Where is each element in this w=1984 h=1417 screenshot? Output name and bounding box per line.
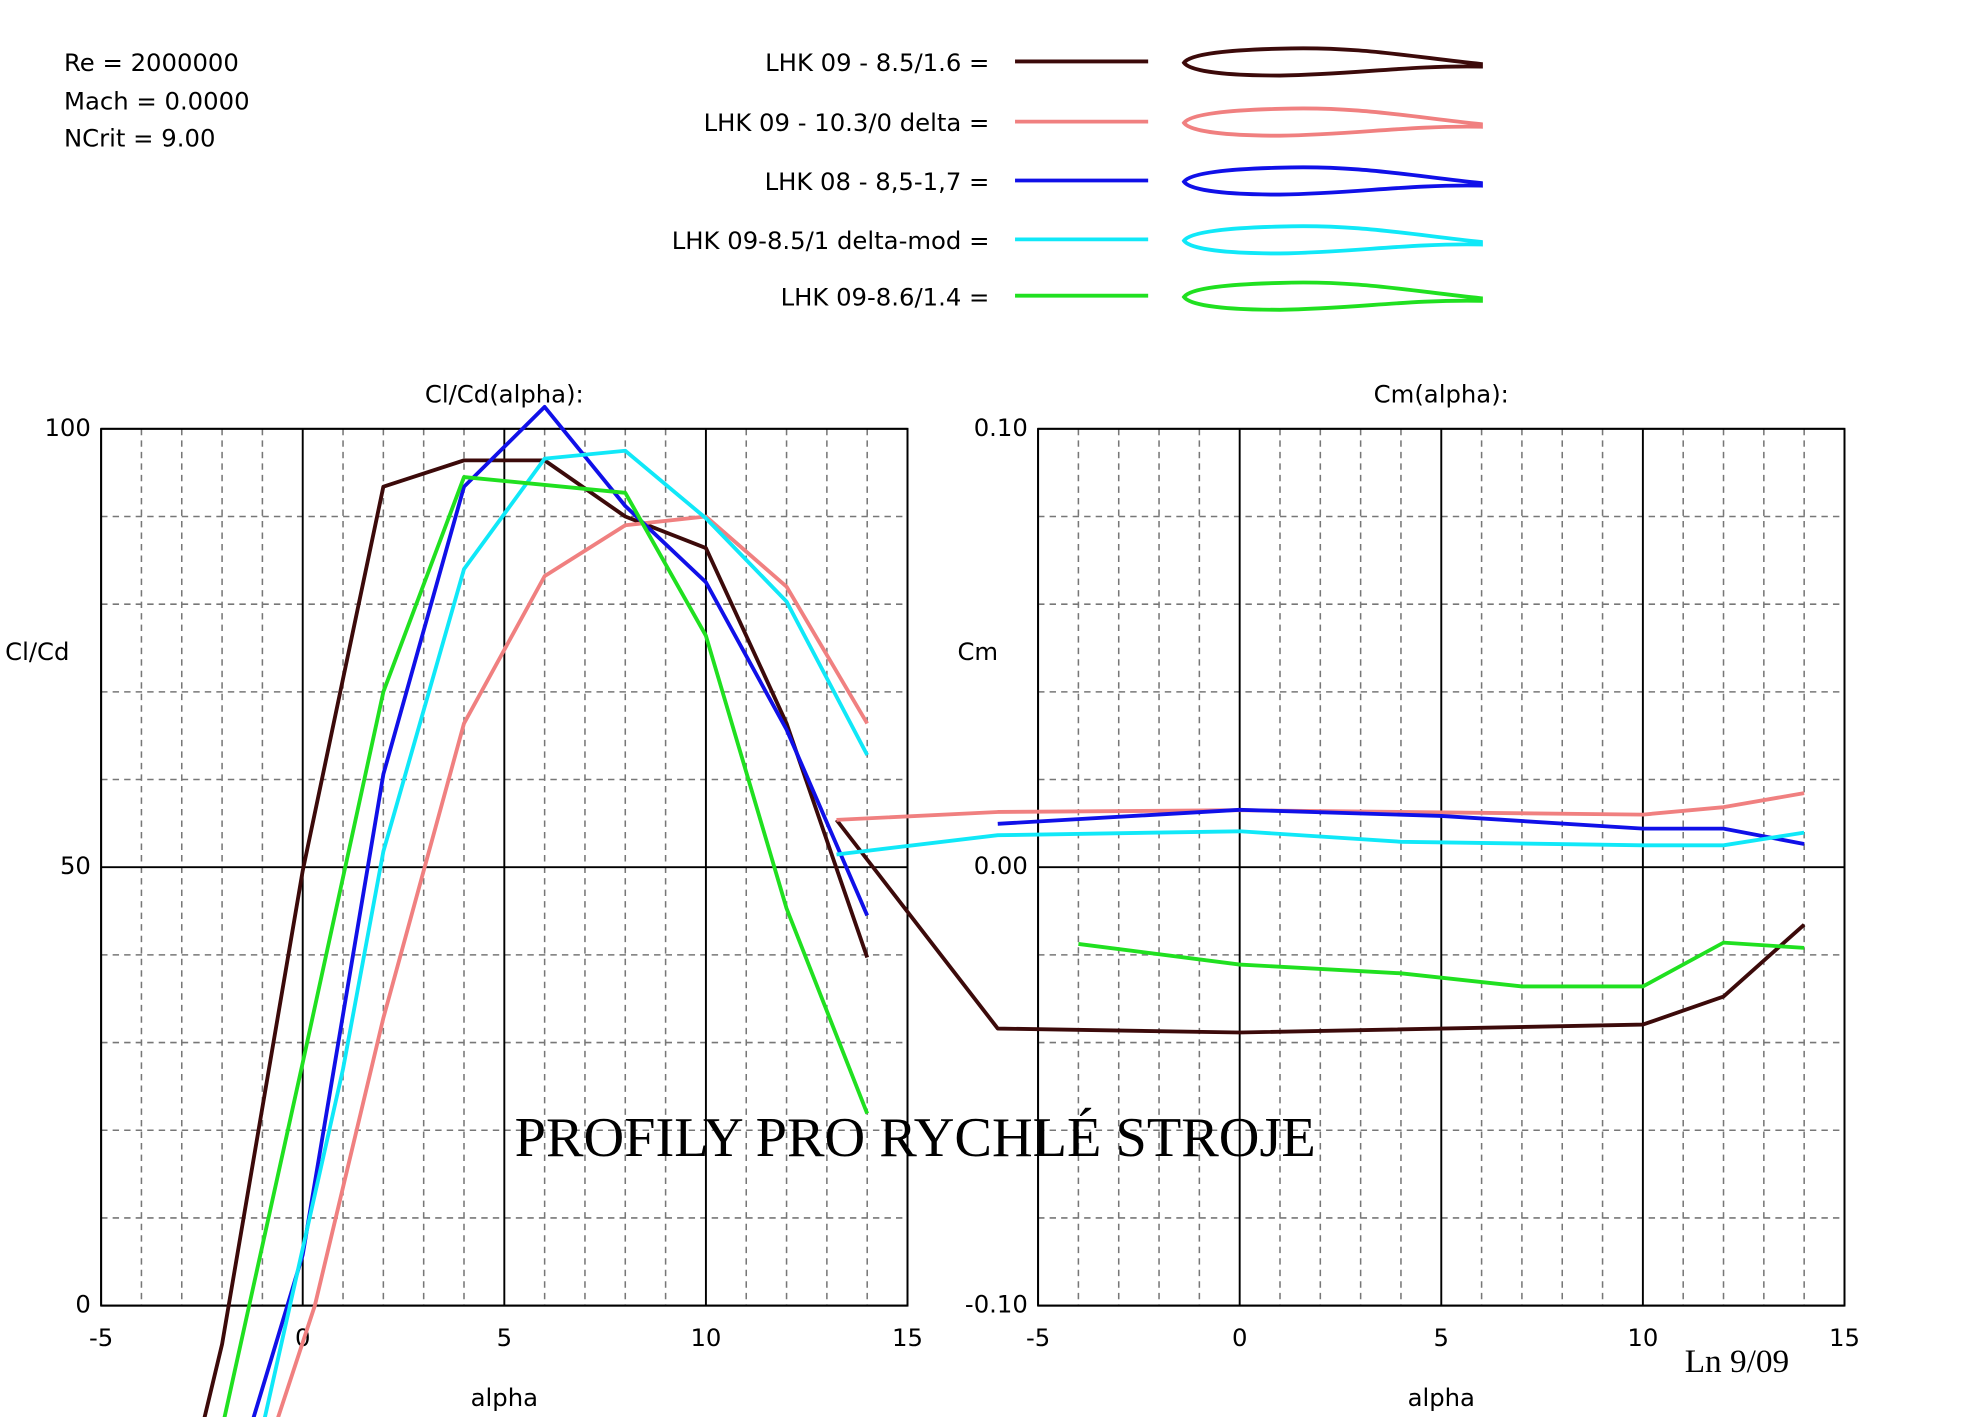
x-tick-label: -5 [89,1323,113,1352]
airfoil-shape [1181,106,1483,138]
series-line [222,475,869,1417]
chart-title: Cm(alpha): [1374,380,1509,409]
series-line [276,514,869,1417]
airfoil-shape [1181,46,1483,78]
series-line [262,448,869,1417]
plot-frame [1037,427,1846,1307]
x-tick-label: 0 [1232,1323,1247,1352]
chart-title: Cl/Cd(alpha): [425,380,584,409]
series-line [834,818,1806,1035]
legend-label: LHK 09-8.6/1.4 = [781,282,990,311]
series-line [1078,940,1805,989]
airfoil-shape [1181,165,1483,197]
x-tick-label: -5 [1026,1323,1050,1352]
series-line [202,458,870,1417]
condition: NCrit = 9.00 [64,124,215,153]
airfoil-shape [1181,224,1483,256]
plot-frame [100,427,909,1307]
x-tick-label: 5 [497,1323,512,1352]
y-tick-label: 0.00 [974,851,1028,880]
legend-label: LHK 09 - 8.5/1.6 = [765,48,989,77]
overlay-title: PROFILY PRO RYCHLÉ STROJE [515,1107,1316,1169]
x-tick-label: 15 [892,1323,923,1352]
x-axis-label: alpha [471,1383,538,1412]
legend-label: LHK 09-8.5/1 delta-mod = [672,226,990,255]
x-tick-label: 5 [1434,1323,1449,1352]
y-tick-label: 50 [60,851,91,880]
y-tick-label: -0.10 [965,1290,1028,1319]
y-tick-label: 0 [75,1290,90,1319]
condition: Mach = 0.0000 [64,86,250,115]
y-axis-label: Cl/Cd [5,637,69,666]
series-line [836,829,1805,857]
legend-label: LHK 08 - 8,5-1,7 = [765,167,990,196]
legend-label: LHK 09 - 10.3/0 delta = [704,108,990,137]
series-line [997,807,1805,846]
y-axis-label: Cm [957,637,998,666]
airfoil-shape [1181,280,1483,312]
y-tick-label: 0.10 [974,413,1028,442]
y-tick-label: 100 [44,413,90,442]
note: Ln 9/09 [1685,1343,1789,1380]
series-line [251,404,869,1417]
x-tick-label: 10 [690,1323,721,1352]
condition: Re = 2000000 [64,48,239,77]
x-axis-label: alpha [1408,1383,1475,1412]
series-line [836,791,1805,822]
x-tick-label: 10 [1627,1323,1658,1352]
x-tick-label: 15 [1829,1323,1860,1352]
